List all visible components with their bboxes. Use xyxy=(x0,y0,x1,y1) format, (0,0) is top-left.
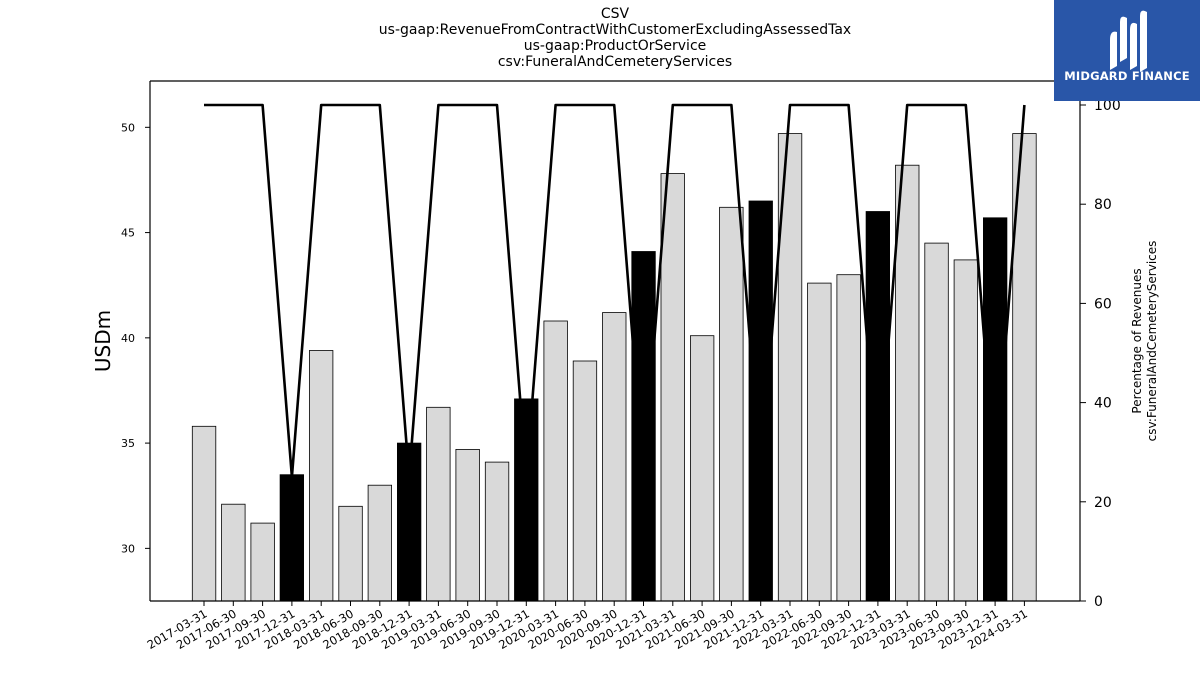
bar-2021-12-31 xyxy=(748,200,773,602)
bar-2018-03-31 xyxy=(308,350,334,602)
title-line-4: csv:FuneralAndCemeteryServices xyxy=(497,54,733,70)
y-axis-label: USDm xyxy=(91,310,115,372)
midgard-finance-logo: MIDGARD FINANCE xyxy=(1054,0,1200,101)
left-tick-label: 40 xyxy=(121,332,135,345)
bar-2018-09-30 xyxy=(367,484,393,602)
percentage-line-series xyxy=(204,103,1026,479)
right-tick-label: 0 xyxy=(1094,594,1103,610)
bar-2019-03-31 xyxy=(426,406,451,602)
bar-2020-12-31 xyxy=(631,251,656,602)
right-axis-ticks: 0 20 40 60 80 100 xyxy=(1080,98,1121,610)
chart-title: CSV us-gaap:RevenueFromContractWithCusto… xyxy=(0,6,1200,70)
title-line-2: us-gaap:RevenueFromContractWithCustomerE… xyxy=(378,22,852,38)
bar-2019-12-31 xyxy=(514,398,539,602)
right-tick-label: 100 xyxy=(1094,98,1121,114)
bar-2023-09-30 xyxy=(953,259,978,602)
bar-2021-03-31 xyxy=(660,173,685,602)
bar-2019-06-30 xyxy=(455,448,480,602)
title-line-3: us-gaap:ProductOrService xyxy=(523,38,707,54)
title-line-1: CSV xyxy=(600,6,630,22)
bar-2022-12-31 xyxy=(865,211,890,602)
right-axis-label-line-1: Percentage of Revenues xyxy=(1130,268,1144,413)
bar-2019-09-30 xyxy=(484,461,510,602)
right-tick-label: 80 xyxy=(1094,197,1112,213)
right-axis-label-line-2: csv:FuneralAndCemeteryServices xyxy=(1145,241,1159,442)
bar-2018-06-30 xyxy=(338,505,363,602)
left-tick-label: 50 xyxy=(121,121,135,134)
bar-2020-09-30 xyxy=(602,312,627,602)
bar-2021-09-30 xyxy=(719,206,744,602)
bar-2021-06-30 xyxy=(690,335,715,602)
right-tick-label: 20 xyxy=(1094,495,1112,511)
bar-2023-03-31 xyxy=(895,164,920,602)
left-tick-label: 45 xyxy=(121,227,135,240)
bar-2022-06-30 xyxy=(807,282,832,602)
x-axis-ticks: 2017-03-312017-06-302017-09-302017-12-31… xyxy=(145,601,1030,652)
bar-2017-03-31 xyxy=(191,425,217,602)
bar-2020-06-30 xyxy=(572,360,598,602)
logo-text: MIDGARD FINANCE xyxy=(1064,69,1190,83)
bar-2017-12-31 xyxy=(279,474,305,602)
bar-series xyxy=(191,133,1037,602)
bar-2022-09-30 xyxy=(836,274,861,602)
left-tick-label: 30 xyxy=(121,542,135,555)
bar-2017-06-30 xyxy=(221,503,246,602)
bar-2023-12-31 xyxy=(983,217,1008,602)
bar-2020-03-31 xyxy=(543,320,568,602)
percentage-line xyxy=(204,103,1026,479)
right-tick-label: 60 xyxy=(1094,296,1112,312)
chart-axes xyxy=(149,80,1081,602)
left-axis-ticks: 30 35 40 45 50 xyxy=(121,121,150,555)
midgard-m-logo-icon xyxy=(1110,10,1147,73)
right-tick-label: 40 xyxy=(1094,396,1112,412)
left-tick-label: 35 xyxy=(121,437,135,450)
bar-2023-06-30 xyxy=(924,242,949,602)
bar-2017-09-30 xyxy=(250,522,275,602)
